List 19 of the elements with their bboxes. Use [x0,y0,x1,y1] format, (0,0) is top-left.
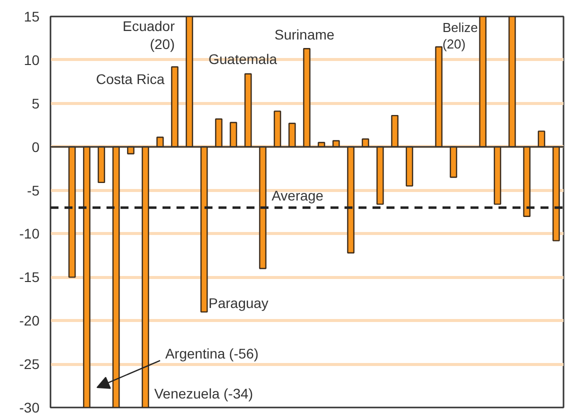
annotation: Suriname [274,26,335,43]
y-tick-label: -30 [19,400,40,416]
y-tick-label: -25 [19,356,40,372]
y-tick-label: -5 [27,182,40,198]
y-tick-label: 5 [32,95,40,112]
annotation: Belize (20) [442,20,478,52]
y-tick-label: -15 [19,269,40,286]
y-tick-label: 0 [32,138,40,155]
annotation: Guatemala [208,51,278,68]
y-tick-label: -20 [19,312,40,329]
annotation: Costa Rica [96,71,165,88]
ref-line-label: Average [272,187,324,204]
annotation: Argentina (-56) [165,346,259,362]
annotation: Paraguay [208,295,268,312]
annotation: Venezuela (-34) [154,386,254,402]
y-tick-label: 10 [24,52,40,68]
y-tick-label: -10 [19,226,40,242]
annotation: Ecuador (20) [122,18,176,52]
y-tick-label: 15 [24,8,40,24]
